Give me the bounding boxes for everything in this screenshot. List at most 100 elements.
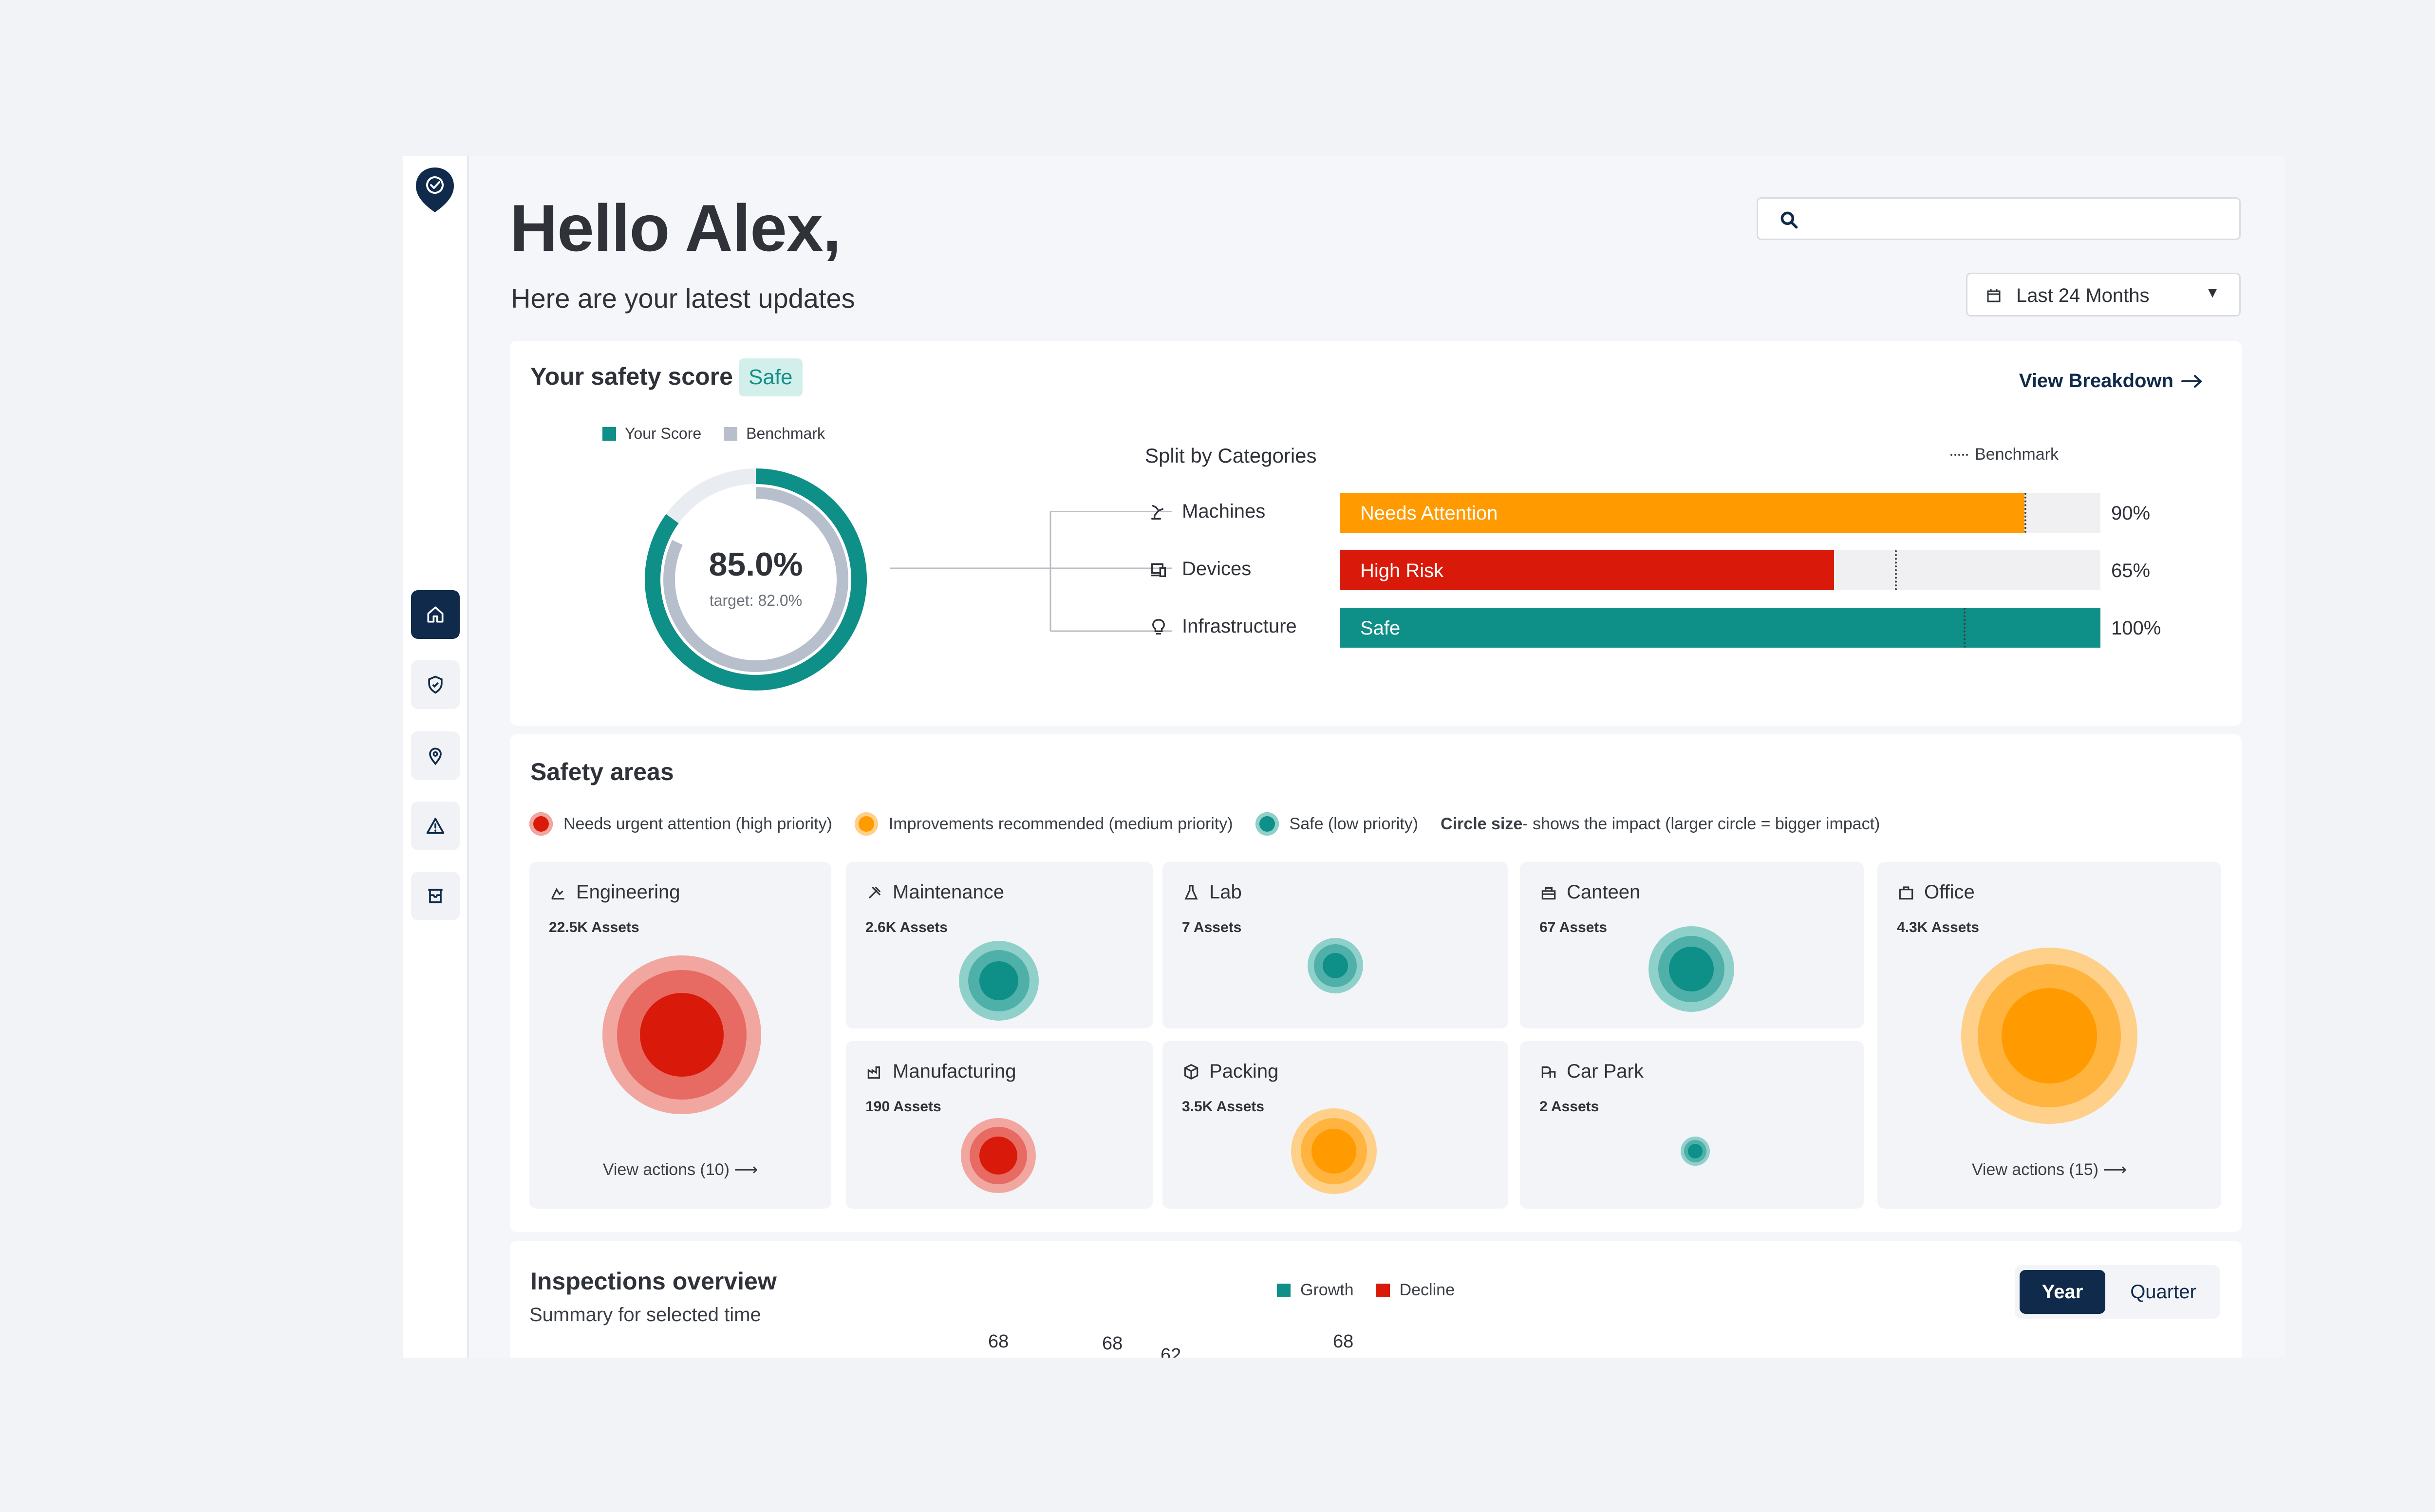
bar-value-label: 68 (988, 1331, 1009, 1352)
area-assets: 67 Assets (1539, 919, 1607, 935)
app-window: Hello Alex, Here are your latest updates… (403, 156, 2285, 1358)
safety-score-donut (645, 468, 867, 691)
high-priority-dot (529, 812, 553, 836)
package-icon (1184, 1064, 1199, 1080)
inspections-subtitle: Summary for selected time (529, 1304, 761, 1325)
impact-bubble (959, 941, 1039, 1021)
area-name: Lab (1209, 881, 1242, 903)
area-tile-maintenance[interactable]: Maintenance 2.6K Assets (846, 862, 1153, 1028)
legend-low: Safe (low priority) (1255, 812, 1419, 836)
date-range-select[interactable]: Last 24 Months ▼ (1966, 273, 2241, 317)
impact-bubble (1291, 1108, 1377, 1194)
growth-swatch (1277, 1283, 1291, 1297)
category-bar-track: Safe (1340, 608, 2100, 648)
area-header: Office (1897, 881, 1975, 903)
area-assets: 3.5K Assets (1182, 1099, 1264, 1115)
category-name: Machines (1182, 501, 1266, 522)
view-actions-link[interactable]: View actions (10) ⟶ (529, 1160, 831, 1179)
area-assets: 190 Assets (865, 1099, 941, 1115)
flask-icon (1184, 884, 1198, 899)
your-score-legend: Your Score (625, 425, 702, 442)
category-name: Devices (1182, 558, 1252, 579)
medium-priority-label: Improvements recommended (medium priorit… (888, 814, 1233, 833)
impact-bubble (1681, 1137, 1710, 1166)
inspections-legend: Growth Decline (1277, 1281, 1455, 1300)
growth-label: Growth (1300, 1281, 1354, 1299)
view-breakdown-label: View Breakdown (2019, 370, 2173, 392)
sidebar-item-warning[interactable] (411, 802, 460, 850)
period-toggle: Year Quarter (2015, 1265, 2220, 1319)
impact-bubble (1648, 926, 1734, 1012)
category-row-machines[interactable]: Machines Needs Attention 90% (1149, 493, 2230, 533)
category-percent: 65% (2111, 560, 2151, 581)
category-benchmark-marker (1963, 608, 1966, 648)
medium-priority-dot (854, 812, 878, 836)
category-bar-track: High Risk (1340, 550, 2100, 590)
canteen-icon (1541, 887, 1556, 899)
impact-bubble (1961, 948, 2137, 1124)
view-actions-link[interactable]: View actions (15) ⟶ (1877, 1160, 2221, 1179)
status-badge: Safe (739, 358, 803, 396)
area-name: Engineering (576, 881, 680, 903)
score-ring (645, 468, 867, 691)
category-percent: 90% (2111, 503, 2151, 524)
area-header: Maintenance (865, 881, 1004, 903)
area-tile-canteen[interactable]: Canteen 67 Assets (1520, 862, 1864, 1028)
benchmark-line-label: Benchmark (1975, 445, 2059, 464)
legend-circle-size: Circle size - shows the impact (larger c… (1441, 815, 1880, 834)
area-tile-office[interactable]: Office 4.3K Assets View actions (15) ⟶ (1877, 862, 2221, 1209)
decline-swatch (1376, 1283, 1390, 1297)
low-priority-label: Safe (low priority) (1289, 814, 1419, 833)
score-legend: Your Score Benchmark (602, 425, 825, 443)
calendar-icon (1987, 289, 2001, 302)
sidebar (403, 156, 469, 1358)
safety-score-title: Your safety score (530, 363, 733, 390)
category-connector-lines (890, 511, 1172, 632)
search-input[interactable] (1812, 205, 2223, 235)
sidebar-item-home[interactable] (411, 590, 460, 639)
search-box[interactable] (1757, 197, 2241, 240)
area-tile-car-park[interactable]: Car Park 2 Assets (1520, 1041, 1864, 1209)
category-status: High Risk (1360, 560, 1444, 581)
category-status: Safe (1360, 617, 1401, 639)
legend-high: Needs urgent attention (high priority) (529, 812, 832, 836)
benchmark-dotted-swatch (1950, 453, 1968, 456)
score-target: target: 82.0% (709, 592, 803, 609)
safety-areas-card: Safety areas Needs urgent attention (hig… (510, 734, 2242, 1232)
robot-arm-icon (1151, 505, 1163, 520)
shield-icon (428, 675, 443, 694)
category-row-infrastructure[interactable]: Infrastructure Safe 100% (1149, 608, 2230, 648)
view-breakdown-link[interactable]: View Breakdown (2019, 370, 2203, 392)
category-row-devices[interactable]: Devices High Risk 65% (1149, 550, 2230, 590)
decline-label: Decline (1399, 1281, 1455, 1299)
shield-check-logo-icon[interactable] (415, 167, 455, 213)
warning-triangle-icon (426, 818, 445, 834)
chevron-down-icon: ▼ (2205, 285, 2220, 301)
sidebar-item-inbox[interactable] (411, 872, 460, 920)
area-assets: 2.6K Assets (865, 919, 948, 935)
area-header: Engineering (549, 881, 680, 903)
category-bar-fill: Safe (1340, 608, 2100, 648)
toggle-quarter[interactable]: Quarter (2130, 1281, 2196, 1303)
toggle-year[interactable]: Year (2020, 1270, 2105, 1314)
sidebar-item-location[interactable] (411, 731, 460, 780)
view-actions-label: View actions (10) (602, 1160, 730, 1179)
category-benchmark-marker (1895, 550, 1897, 590)
sidebar-item-shield[interactable] (411, 660, 460, 709)
category-bar-fill: Needs Attention (1340, 493, 2024, 533)
area-tile-manufacturing[interactable]: Manufacturing 190 Assets (846, 1041, 1153, 1209)
area-tile-packing[interactable]: Packing 3.5K Assets (1162, 1041, 1508, 1209)
benchmark-legend: Benchmark (746, 425, 825, 442)
inspections-card: Inspections overview Summary for selecte… (510, 1241, 2242, 1358)
area-tile-engineering[interactable]: Engineering 22.5K Assets View actions (1… (529, 862, 831, 1209)
lightbulb-icon (1152, 619, 1165, 635)
tools-icon (868, 886, 881, 898)
category-percent: 100% (2111, 617, 2161, 639)
category-bar-track: Needs Attention (1340, 493, 2100, 533)
car-park-icon (1541, 1066, 1556, 1078)
inbox-icon (428, 889, 443, 903)
circle-size-label: Circle size (1441, 814, 1523, 833)
home-icon (427, 606, 444, 623)
area-tile-lab[interactable]: Lab 7 Assets (1162, 862, 1508, 1028)
search-icon (1780, 211, 1798, 229)
